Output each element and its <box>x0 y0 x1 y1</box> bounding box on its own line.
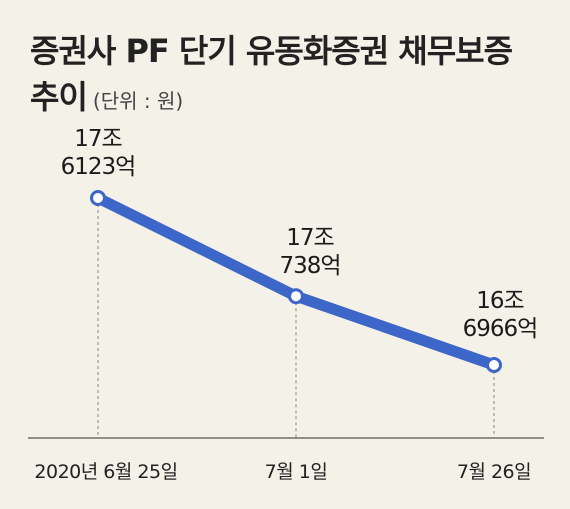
data-label-0-line2: 6123억 <box>61 154 136 180</box>
data-point-1 <box>288 288 304 305</box>
data-label-2-line2: 6966억 <box>463 316 538 342</box>
data-label-0-line1: 17조 <box>74 126 121 152</box>
x-tick-label-2: 7월 26일 <box>457 461 531 483</box>
data-label-1-line1: 17조 <box>286 225 333 251</box>
data-point-0 <box>90 190 106 206</box>
chart-title-line2: 추이 (단위 : 원) <box>30 72 183 118</box>
x-tick-label-1: 7월 1일 <box>265 461 328 483</box>
chart-title: 증권사 PF 단기 유동화증권 채무보증 <box>30 32 513 70</box>
data-point-2 <box>486 357 502 373</box>
chart-title-second-line: 추이 <box>30 78 88 116</box>
data-label-2-line1: 16조 <box>476 288 523 314</box>
data-label-1-line2: 738억 <box>279 253 340 279</box>
x-tick-label-0: 2020년 6월 25일 <box>34 461 177 483</box>
unit-note: (단위 : 원) <box>92 89 184 113</box>
